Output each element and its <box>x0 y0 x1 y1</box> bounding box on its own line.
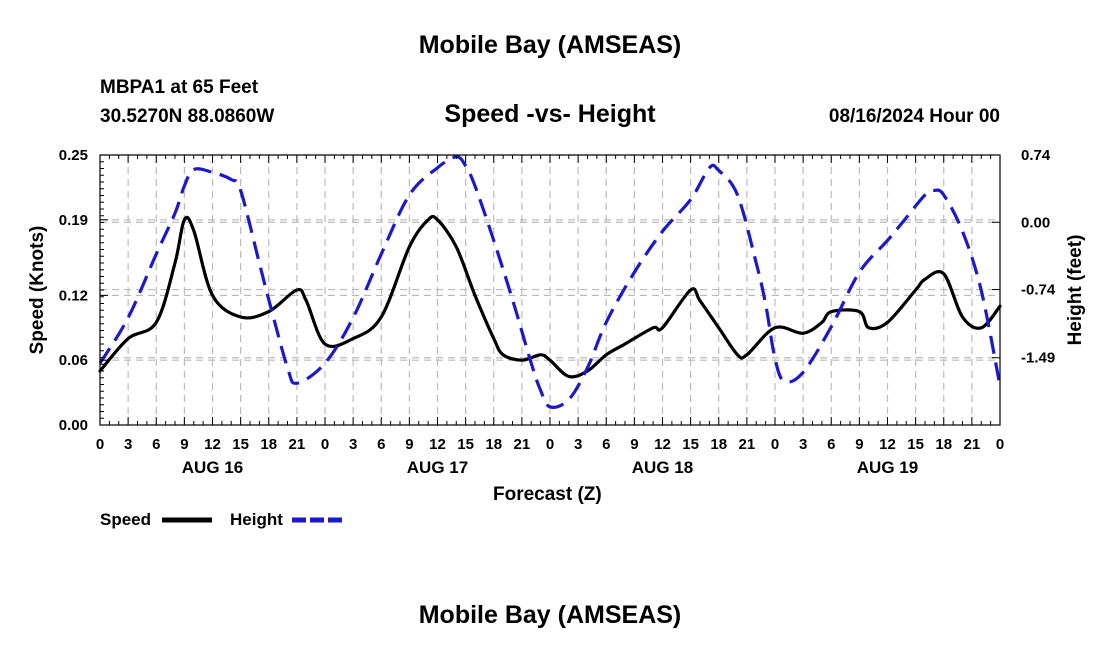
x-tick-label: 0 <box>996 436 1004 453</box>
x-tick-label: 21 <box>514 436 531 453</box>
x-tick-label: 15 <box>457 436 474 453</box>
y-axis-title: Speed (Knots) <box>27 226 48 355</box>
axes: 0 3 6 9 12 15 18 21 0 3 6 9 12 15 18 21 0 3 6 9 12 15 18 21 0 3 6 9… <box>59 147 1056 477</box>
x-tick-label: 6 <box>827 436 835 453</box>
y-tick-label: 0.00 <box>59 417 88 434</box>
x-tick-label: 0 <box>771 436 779 453</box>
footer-title: Mobile Bay (AMSEAS) <box>418 601 682 629</box>
x-tick-label: 18 <box>260 436 277 453</box>
station-label: MBPA1 at 65 Feet <box>100 77 259 98</box>
x-tick-label: 3 <box>349 436 357 453</box>
day-label: AUG 19 <box>857 458 918 477</box>
x-tick-label: 3 <box>574 436 582 453</box>
y-tick-label: 0.19 <box>59 212 88 229</box>
legend: Speed Height <box>100 510 342 529</box>
y-tick-label: 0.06 <box>59 352 88 369</box>
y2-tick-label: -0.74 <box>1021 282 1056 299</box>
x-tick-label: 6 <box>377 436 385 453</box>
x-tick-label: 3 <box>799 436 807 453</box>
x-tick-label: 9 <box>855 436 863 453</box>
x-tick-label: 0 <box>546 436 554 453</box>
page-title: Mobile Bay (AMSEAS) <box>418 31 682 59</box>
x-tick-label: 0 <box>321 436 329 453</box>
legend-height-label: Height <box>230 510 283 529</box>
x-tick-label: 21 <box>289 436 306 453</box>
x-tick-label: 12 <box>654 436 671 453</box>
x-tick-label: 18 <box>485 436 502 453</box>
x-tick-label: 15 <box>907 436 924 453</box>
y2-tick-label: -1.49 <box>1021 350 1055 367</box>
x-axis-title: Forecast (Z) <box>493 484 602 505</box>
chart-title: Speed -vs- Height <box>444 100 656 128</box>
x-tick-label: 12 <box>204 436 221 453</box>
x-tick-label: 6 <box>602 436 610 453</box>
x-tick-label: 9 <box>180 436 188 453</box>
grid <box>100 154 1000 425</box>
x-tick-label: 12 <box>429 436 446 453</box>
y-tick-label: 0.12 <box>59 287 88 304</box>
x-tick-label: 0 <box>96 436 104 453</box>
y-tick-label: 0.25 <box>59 147 88 164</box>
y2-tick-label: 0.00 <box>1021 214 1050 231</box>
y2-axis-title: Height (feet) <box>1065 235 1086 346</box>
legend-speed-label: Speed <box>100 510 151 529</box>
x-tick-label: 9 <box>630 436 638 453</box>
x-tick-label: 18 <box>935 436 952 453</box>
speed-series-line <box>98 214 1002 379</box>
day-label: AUG 17 <box>407 458 468 477</box>
day-label: AUG 16 <box>182 458 243 477</box>
x-tick-label: 15 <box>232 436 249 453</box>
x-tick-label: 12 <box>879 436 896 453</box>
station-coordinates: 30.5270N 88.0860W <box>100 106 275 127</box>
x-tick-label: 21 <box>739 436 756 453</box>
series-lines <box>98 155 1002 409</box>
day-label: AUG 18 <box>632 458 693 477</box>
x-tick-label: 9 <box>405 436 413 453</box>
run-timestamp: 08/16/2024 Hour 00 <box>828 106 1000 127</box>
x-tick-label: 21 <box>964 436 981 453</box>
y2-tick-label: 0.74 <box>1021 147 1051 164</box>
height-series-line <box>98 155 1002 409</box>
x-tick-label: 6 <box>152 436 160 453</box>
x-tick-label: 15 <box>682 436 699 453</box>
x-tick-label: 18 <box>710 436 727 453</box>
x-tick-label: 3 <box>124 436 132 453</box>
